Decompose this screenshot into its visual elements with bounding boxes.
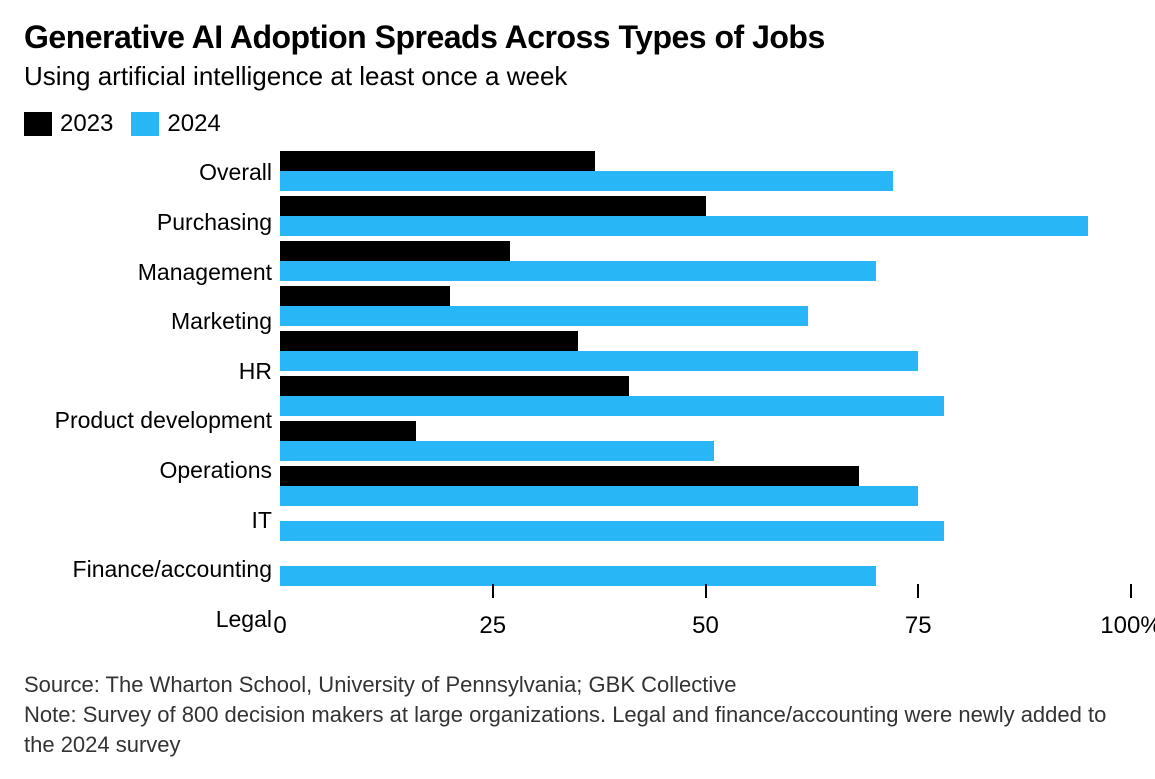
y-axis-labels: Overall Purchasing ManagementMarketing HRPr… (24, 148, 280, 644)
bar-row (280, 508, 1131, 553)
bar (280, 466, 859, 486)
chart: Overall Purchasing ManagementMarketing HRPr… (24, 148, 1131, 644)
y-axis-label: Operations (24, 448, 272, 493)
y-axis-label: Marketing (24, 299, 272, 344)
bar (280, 241, 510, 261)
x-axis-label: 25 (479, 612, 506, 640)
x-axis-label: 50 (692, 612, 719, 640)
bar-row (280, 193, 1131, 238)
y-axis-label: Product development (24, 398, 272, 443)
y-axis-label: Finance/accounting (24, 547, 272, 592)
bar-row (280, 553, 1131, 598)
plot-area: 0255075100% (280, 148, 1131, 644)
bar (280, 196, 706, 216)
bar-row (280, 328, 1131, 373)
bar (280, 396, 944, 416)
bar (280, 331, 578, 351)
bar (280, 351, 918, 371)
bar (280, 216, 1088, 236)
bar-row (280, 283, 1131, 328)
bar-row (280, 148, 1131, 193)
bar (280, 521, 944, 541)
y-axis-label: Overall (24, 150, 272, 195)
bar (280, 151, 595, 171)
y-axis-label: IT (24, 498, 272, 543)
footer-note: Note: Survey of 800 decision makers at l… (24, 700, 1131, 759)
bar (280, 376, 629, 396)
x-axis-labels: 0255075100% (280, 604, 1131, 644)
bar-row (280, 238, 1131, 283)
bar (280, 286, 450, 306)
bar-row (280, 463, 1131, 508)
bar (280, 566, 876, 586)
y-axis-label: Legal (24, 597, 272, 642)
x-axis-label: 100% (1100, 612, 1155, 640)
legend-label: 2024 (167, 110, 220, 138)
bar-rows (280, 148, 1131, 598)
legend-item: 2023 (24, 110, 113, 138)
chart-footer: Source: The Wharton School, University o… (24, 670, 1131, 759)
bar-row (280, 373, 1131, 418)
bar (280, 306, 808, 326)
legend-label: 2023 (60, 110, 113, 138)
x-axis-label: 75 (905, 612, 932, 640)
bar-row (280, 418, 1131, 463)
bar (280, 261, 876, 281)
bar (280, 486, 918, 506)
y-axis-label: HR (24, 349, 272, 394)
legend-swatch (24, 112, 52, 136)
x-axis-label: 0 (273, 612, 286, 640)
y-axis-label: Purchasing (24, 200, 272, 245)
y-axis-label: Management (24, 250, 272, 295)
bar (280, 171, 893, 191)
bar (280, 441, 714, 461)
footer-source: Source: The Wharton School, University o… (24, 670, 1131, 700)
legend-swatch (131, 112, 159, 136)
bar (280, 421, 416, 441)
legend: 2023 2024 (24, 110, 1131, 138)
chart-subtitle: Using artificial intelligence at least o… (24, 61, 1131, 92)
chart-title: Generative AI Adoption Spreads Across Ty… (24, 20, 1131, 55)
legend-item: 2024 (131, 110, 220, 138)
